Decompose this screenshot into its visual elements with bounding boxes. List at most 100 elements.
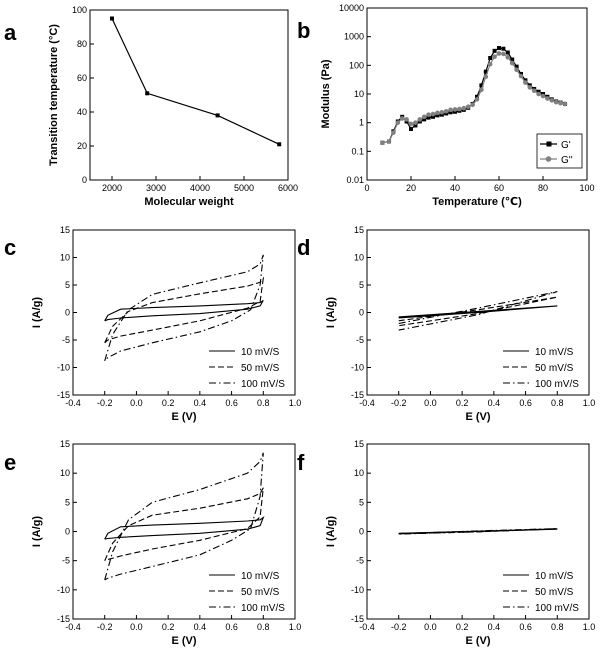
y-tick-label: -5	[62, 335, 70, 345]
x-tick-label: 0.0	[424, 398, 437, 408]
x-tick-label: 0.6	[225, 622, 238, 632]
x-axis-label: E (V)	[465, 635, 490, 647]
legend-label-1: G''	[561, 155, 573, 166]
data-point	[399, 116, 405, 121]
x-axis-label: E (V)	[171, 635, 196, 647]
data-point	[430, 111, 436, 117]
x-tick-label: 0.6	[225, 398, 238, 408]
y-tick-label: -10	[351, 585, 364, 595]
legend-label-0: 10 mV/S	[535, 571, 574, 582]
y-tick-label: 0	[65, 308, 70, 318]
data-point	[501, 51, 506, 57]
y-tick-label: 15	[60, 439, 70, 449]
data-point	[510, 57, 515, 62]
x-axis-label: Molecular weight	[144, 196, 234, 208]
y-tick-label: 10	[354, 253, 364, 263]
series-line-2	[398, 291, 558, 331]
x-tick-label: 0.2	[162, 622, 175, 632]
data-point	[531, 88, 537, 94]
data-point	[479, 87, 484, 93]
legend-label-2: 100 mV/S	[241, 603, 285, 614]
data-point	[553, 99, 559, 105]
data-point	[452, 107, 458, 112]
y-tick-label: -5	[356, 335, 364, 345]
panel-c: c -0.4 -0.2 0.0 0.2 0.4 0.6 0.8 1.0 -15 -10 -5 0 5 10 1…	[4, 225, 301, 423]
legend-label-0: 10 mV/S	[535, 347, 574, 358]
y-tick-label: 60	[77, 73, 87, 83]
data-point	[523, 80, 528, 85]
data-point	[380, 140, 385, 146]
series-line-1	[104, 276, 265, 344]
data-point	[421, 114, 427, 120]
panel-b: b 0 20 40 60 80 100 0.01 0.1 1 10 100 1000 10000 Tempe…	[297, 3, 595, 208]
panel-label-c: c	[4, 235, 16, 260]
data-point	[417, 117, 423, 122]
legend-label-0: 10 mV/S	[241, 571, 280, 582]
data-point	[549, 98, 555, 103]
legend-box	[536, 133, 583, 169]
data-point	[505, 55, 511, 60]
data-point	[483, 69, 488, 74]
legend-label-1: 50 mV/S	[535, 363, 574, 374]
x-tick-label: 60	[494, 183, 504, 193]
data-point	[439, 109, 445, 115]
y-tick-label: 1000	[344, 32, 364, 42]
y-tick-label: -15	[57, 614, 70, 624]
data-point	[536, 91, 541, 97]
y-tick-label: 100	[72, 5, 87, 15]
data-point	[558, 100, 563, 106]
panel-e: e -0.4 -0.2 0.0 0.2 0.4 0.6 0.8 1.0 -15 -10 -5 0 5 10 1…	[4, 439, 301, 647]
data-point	[404, 117, 409, 122]
legend-marker-0	[546, 141, 552, 147]
x-tick-label: 20	[406, 183, 416, 193]
data-point	[110, 16, 114, 21]
data-point	[431, 114, 435, 119]
data-point	[545, 96, 550, 101]
x-tick-label: 0.2	[456, 622, 469, 632]
legend-label-1: 50 mV/S	[241, 587, 280, 598]
data-point	[426, 115, 431, 120]
y-tick-label: 5	[359, 497, 364, 507]
panel-label-d: d	[297, 235, 310, 260]
x-tick-label: 2000	[102, 183, 122, 193]
x-tick-label: 0.8	[257, 622, 270, 632]
data-point	[435, 113, 440, 118]
data-point	[409, 127, 413, 132]
y-tick-label: -15	[351, 614, 364, 624]
x-tick-label: 0.0	[130, 398, 143, 408]
panel-d: d -0.4 -0.2 0.0 0.2 0.4 0.6 0.8 1.0 -15 -10 -5 0 5 10 1…	[297, 225, 595, 423]
x-tick-label: 0.0	[424, 622, 437, 632]
data-point	[215, 113, 220, 118]
y-tick-label: 10	[354, 468, 364, 478]
y-tick-label: -15	[57, 390, 70, 400]
series-line-0	[398, 305, 558, 319]
legend-label-0: 10 mV/S	[241, 347, 280, 358]
data-point	[413, 123, 418, 128]
data-point	[497, 46, 501, 51]
x-tick-label: 40	[450, 183, 460, 193]
data-point	[488, 56, 493, 61]
data-point	[435, 110, 440, 116]
x-tick-label: -0.4	[359, 622, 375, 632]
data-point	[277, 142, 282, 147]
y-tick-label: 10	[60, 253, 70, 263]
x-tick-label: 0.0	[130, 622, 143, 632]
x-tick-label: -0.2	[97, 398, 113, 408]
x-tick-label: -0.4	[65, 398, 81, 408]
y-tick-label: 10000	[339, 3, 364, 13]
y-tick-label: 5	[359, 280, 364, 290]
x-tick-label: 0.6	[519, 622, 532, 632]
data-point	[540, 93, 546, 99]
x-tick-label: 0.6	[519, 398, 532, 408]
y-axis-label: I (A/g)	[31, 516, 43, 547]
data-point	[426, 112, 431, 117]
y-tick-label: -5	[356, 556, 364, 566]
y-tick-label: 15	[60, 225, 70, 235]
y-tick-label: 15	[354, 225, 364, 235]
y-tick-label: 5	[65, 280, 70, 290]
series-line-2	[398, 528, 558, 535]
series-line-0	[104, 515, 265, 540]
y-tick-label: -10	[57, 363, 70, 373]
data-point	[461, 105, 467, 111]
